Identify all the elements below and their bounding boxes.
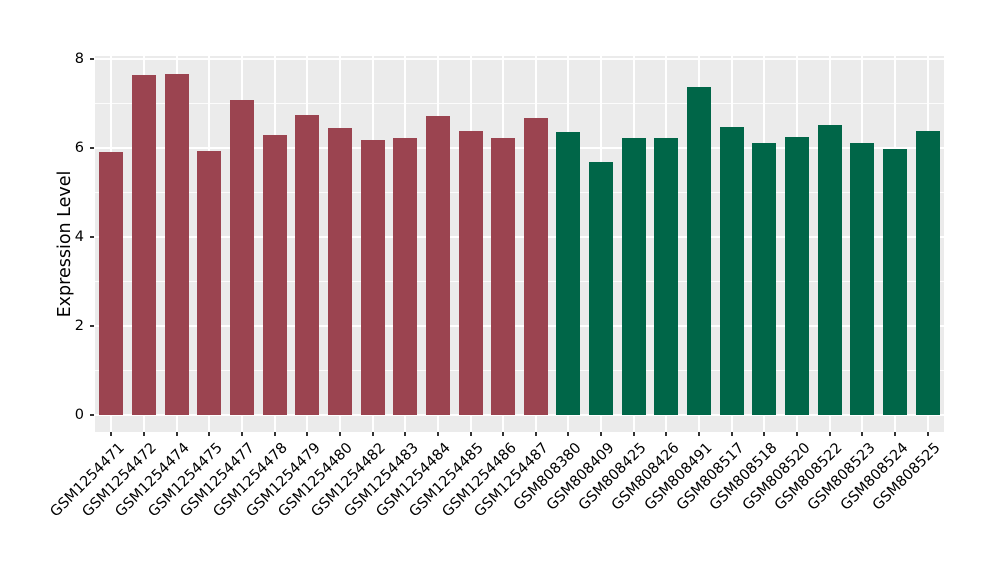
y-tick-mark xyxy=(90,324,94,327)
bar-GSM1254477 xyxy=(229,99,254,416)
gridline-y-major xyxy=(95,414,944,417)
bar-GSM1254474 xyxy=(164,74,189,416)
bar-GSM808426 xyxy=(654,137,679,416)
bar-GSM808523 xyxy=(850,143,875,416)
y-tick-label: 4 xyxy=(74,228,84,245)
x-tick-mark xyxy=(306,432,309,436)
gridline-y-major xyxy=(95,146,944,149)
y-tick-label: 8 xyxy=(74,50,84,67)
bar-GSM808380 xyxy=(556,132,581,416)
bar-GSM1254475 xyxy=(197,150,222,416)
bar-GSM808491 xyxy=(687,86,712,416)
x-tick-mark xyxy=(632,432,635,436)
bar-GSM808409 xyxy=(589,161,614,416)
x-tick-mark xyxy=(436,432,439,436)
x-tick-mark xyxy=(273,432,276,436)
gridline-y-minor xyxy=(95,191,944,193)
x-tick-mark xyxy=(534,432,537,436)
chart-panel xyxy=(95,56,944,432)
bar-GSM1254485 xyxy=(458,131,483,416)
x-tick-mark xyxy=(861,432,864,436)
x-tick-mark xyxy=(763,432,766,436)
bar-GSM1254487 xyxy=(523,117,548,416)
x-tick-mark xyxy=(404,432,407,436)
bar-GSM1254471 xyxy=(99,152,124,416)
y-tick-label: 2 xyxy=(74,317,84,334)
gridline-y-minor xyxy=(95,280,944,282)
bar-GSM1254486 xyxy=(491,137,516,416)
x-tick-mark xyxy=(175,432,178,436)
x-tick-mark xyxy=(110,432,113,436)
y-tick-mark xyxy=(90,57,94,60)
x-tick-mark xyxy=(567,432,570,436)
y-axis-title: Expression Level xyxy=(55,170,75,318)
y-tick-mark xyxy=(90,414,94,417)
gridline-y-major xyxy=(95,324,944,327)
y-tick-label: 0 xyxy=(74,407,84,424)
y-tick-label: 6 xyxy=(74,139,84,156)
x-tick-mark xyxy=(600,432,603,436)
x-tick-mark xyxy=(894,432,897,436)
x-tick-mark xyxy=(926,432,929,436)
bar-GSM1254484 xyxy=(425,115,450,416)
bar-GSM808518 xyxy=(752,143,777,416)
x-tick-mark xyxy=(240,432,243,436)
x-tick-mark xyxy=(828,432,831,436)
gridline-y-minor xyxy=(95,370,944,372)
bar-GSM1254472 xyxy=(131,75,156,416)
x-tick-mark xyxy=(665,432,668,436)
x-tick-mark xyxy=(698,432,701,436)
x-tick-mark xyxy=(208,432,211,436)
x-tick-mark xyxy=(469,432,472,436)
bar-GSM808525 xyxy=(915,131,940,416)
x-tick-mark xyxy=(796,432,799,436)
x-tick-mark xyxy=(338,432,341,436)
x-tick-mark xyxy=(142,432,145,436)
bar-GSM808522 xyxy=(817,124,842,416)
bar-GSM1254483 xyxy=(393,137,418,416)
gridline-y-minor xyxy=(95,102,944,104)
bar-GSM1254478 xyxy=(262,134,287,416)
x-tick-mark xyxy=(730,432,733,436)
bar-GSM1254479 xyxy=(295,115,320,416)
x-tick-mark xyxy=(502,432,505,436)
gridline-y-major xyxy=(95,57,944,60)
bar-GSM1254480 xyxy=(327,128,352,416)
bar-GSM808517 xyxy=(719,127,744,416)
bar-GSM808425 xyxy=(621,138,646,416)
gridline-y-major xyxy=(95,235,944,238)
x-tick-mark xyxy=(371,432,374,436)
bar-GSM808524 xyxy=(883,149,908,416)
bar-GSM808520 xyxy=(785,137,810,416)
y-tick-mark xyxy=(90,146,94,149)
y-tick-mark xyxy=(90,235,94,238)
bar-GSM1254482 xyxy=(360,140,385,416)
